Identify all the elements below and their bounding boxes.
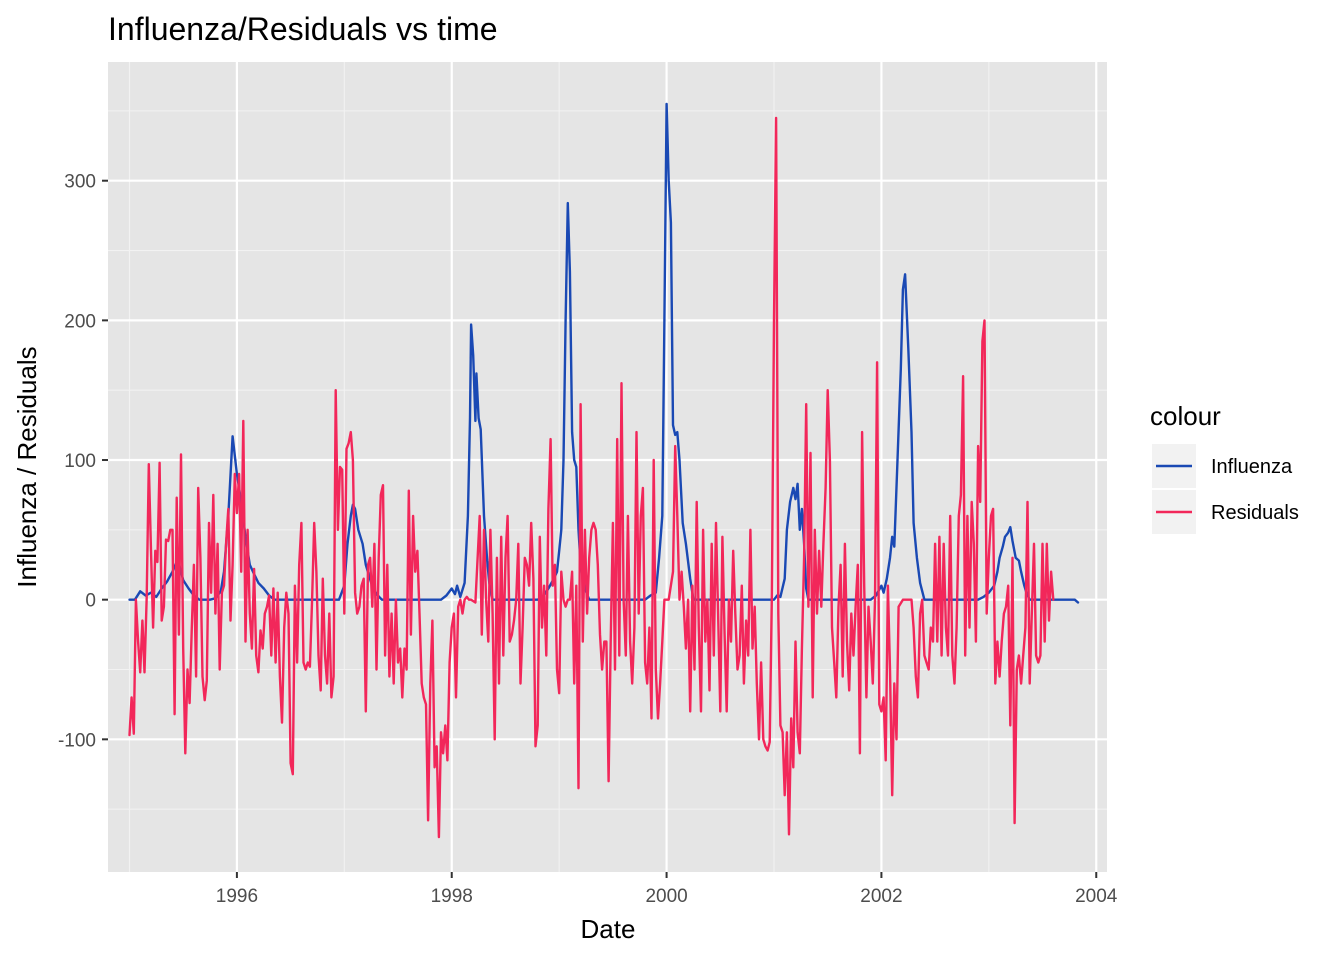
y-tick-label: -100	[58, 730, 96, 751]
chart-title: Influenza/Residuals vs time	[108, 11, 498, 47]
y-tick-label: 200	[64, 311, 96, 332]
legend-label-residuals: Residuals	[1211, 502, 1299, 524]
legend-items: Influenza Residuals	[1152, 444, 1299, 534]
y-tick-label: 100	[64, 451, 96, 472]
series-line-residuals	[128, 116, 1055, 839]
x-tick-label: 2002	[860, 886, 902, 907]
x-tick-label: 2004	[1075, 886, 1118, 907]
x-tick-label: 1996	[216, 886, 258, 907]
x-tick-label: 2000	[645, 886, 687, 907]
y-tick-label: 300	[64, 172, 96, 193]
legend-title: colour	[1150, 401, 1221, 431]
y-tick-label: 0	[85, 591, 96, 612]
x-axis-title: Date	[581, 914, 636, 944]
legend: colour Influenza Residuals	[1150, 401, 1299, 534]
series-layer	[128, 102, 1080, 839]
ticks-layer: 1996 1998 2000 2002 2004 -100 0 100 200 300	[58, 172, 1118, 907]
legend-label-influenza: Influenza	[1211, 456, 1293, 478]
x-tick-label: 1998	[431, 886, 473, 907]
y-axis-title: Influenza / Residuals	[12, 346, 42, 587]
